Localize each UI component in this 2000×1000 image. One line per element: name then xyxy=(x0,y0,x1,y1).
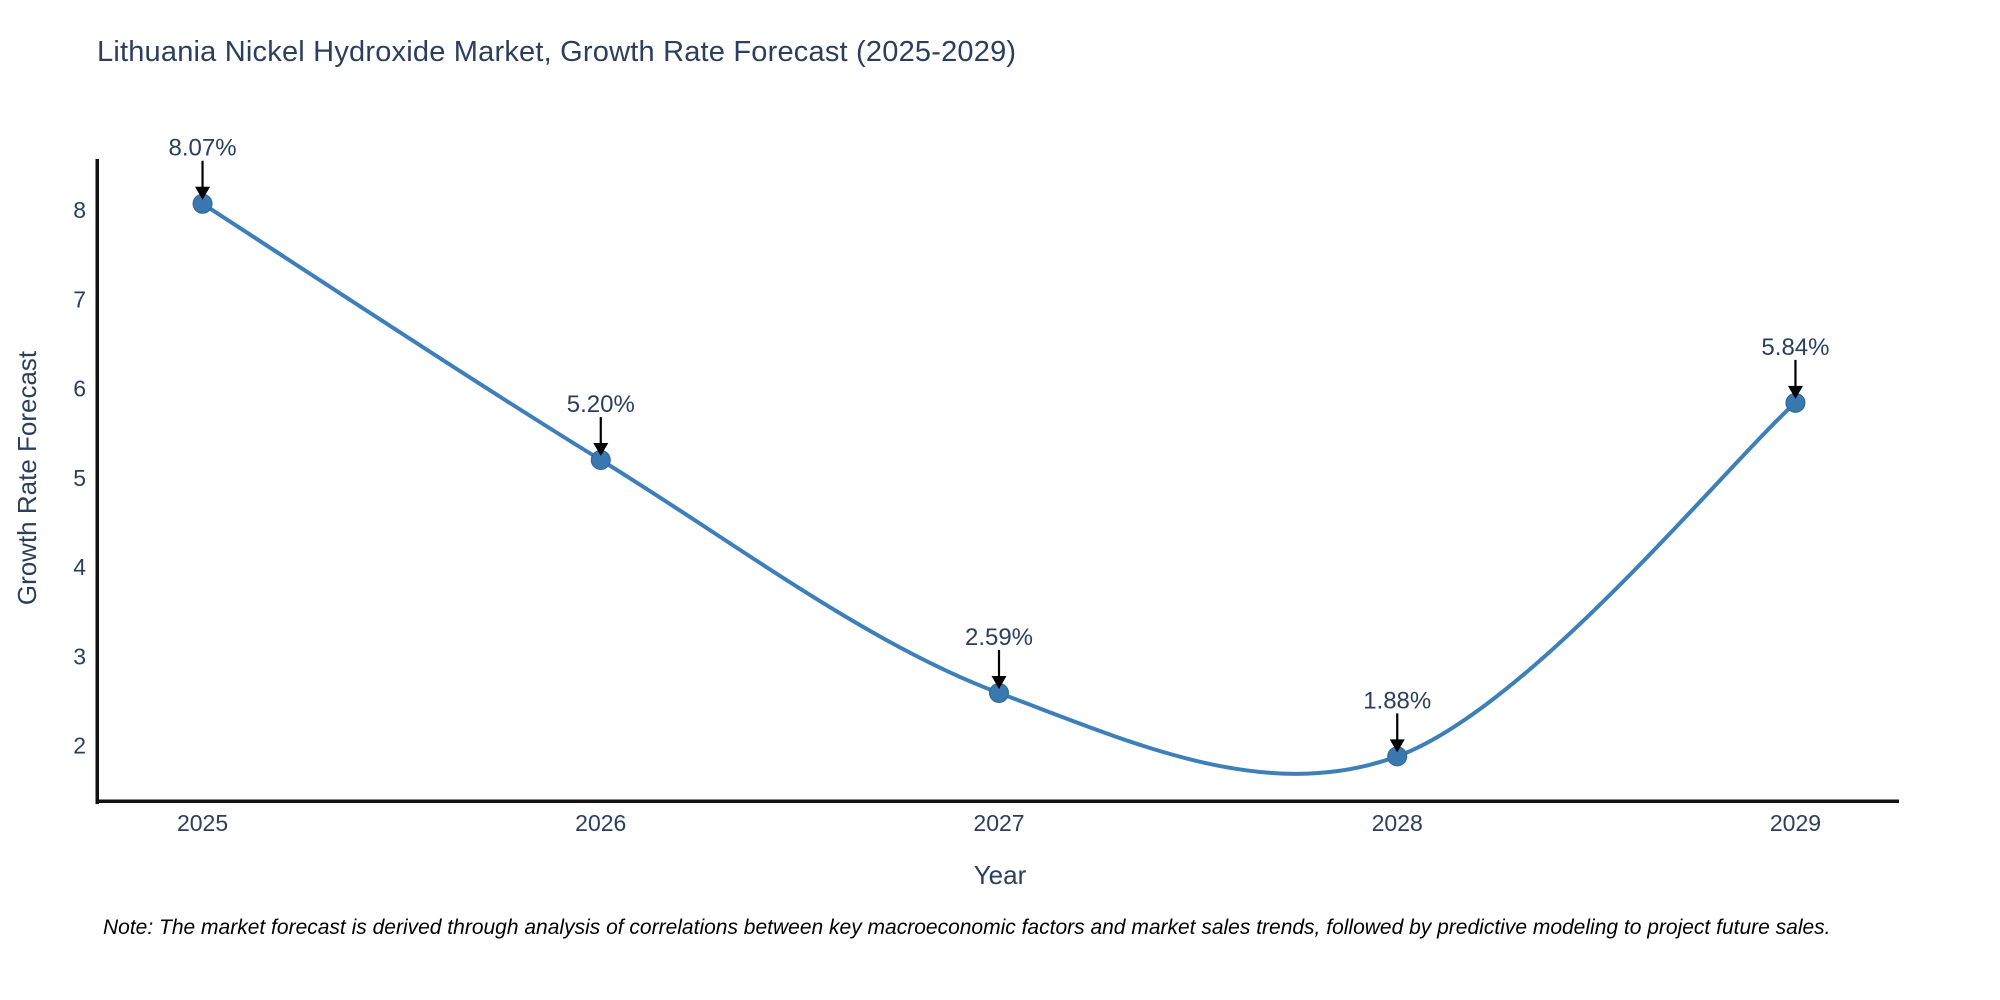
annotation-arrowhead-icon xyxy=(593,442,609,456)
point-annotations: 8.07% 5.20% 2.59% 1.88% 5.84% xyxy=(169,135,1829,753)
point-annotation: 2.59% xyxy=(965,624,1033,689)
point-annotation: 5.20% xyxy=(567,391,635,456)
x-tick-label: 2027 xyxy=(973,810,1024,836)
y-axis-spine xyxy=(95,159,99,804)
point-value-label: 2.59% xyxy=(965,624,1033,651)
chart-title: Lithuania Nickel Hydroxide Market, Growt… xyxy=(97,36,1017,68)
x-tick-label: 2026 xyxy=(575,810,626,836)
annotation-arrowhead-icon xyxy=(195,186,211,200)
point-annotation: 5.84% xyxy=(1761,334,1829,399)
point-value-label: 1.88% xyxy=(1363,687,1431,714)
annotation-arrowhead-icon xyxy=(1389,739,1405,753)
annotation-arrowhead-icon xyxy=(1787,385,1803,399)
y-tick-labels: 2 3 4 5 6 7 8 xyxy=(73,197,86,759)
point-value-label: 5.84% xyxy=(1761,334,1829,361)
point-value-label: 5.20% xyxy=(567,391,635,418)
point-annotation: 1.88% xyxy=(1363,687,1431,753)
y-tick-label: 2 xyxy=(73,733,86,759)
y-axis-title: Growth Rate Forecast xyxy=(12,350,42,605)
x-tick-label: 2025 xyxy=(177,810,228,836)
x-tick-label: 2029 xyxy=(1770,810,1821,836)
point-value-label: 8.07% xyxy=(169,135,237,162)
y-tick-label: 6 xyxy=(73,376,86,402)
x-axis-title: Year xyxy=(974,860,1027,890)
x-axis-spine xyxy=(95,799,1899,803)
y-tick-label: 7 xyxy=(73,286,86,312)
y-tick-label: 5 xyxy=(73,465,86,491)
x-tick-labels: 2025 2026 2027 2028 2029 xyxy=(177,810,1821,836)
annotation-arrowhead-icon xyxy=(991,675,1007,689)
footnote: Note: The market forecast is derived thr… xyxy=(103,916,1831,939)
point-annotation: 8.07% xyxy=(169,135,237,200)
axis-spines xyxy=(95,159,1899,804)
y-tick-label: 4 xyxy=(73,554,86,580)
y-tick-label: 8 xyxy=(73,197,86,223)
y-tick-label: 3 xyxy=(73,643,86,669)
x-tick-label: 2028 xyxy=(1372,810,1423,836)
